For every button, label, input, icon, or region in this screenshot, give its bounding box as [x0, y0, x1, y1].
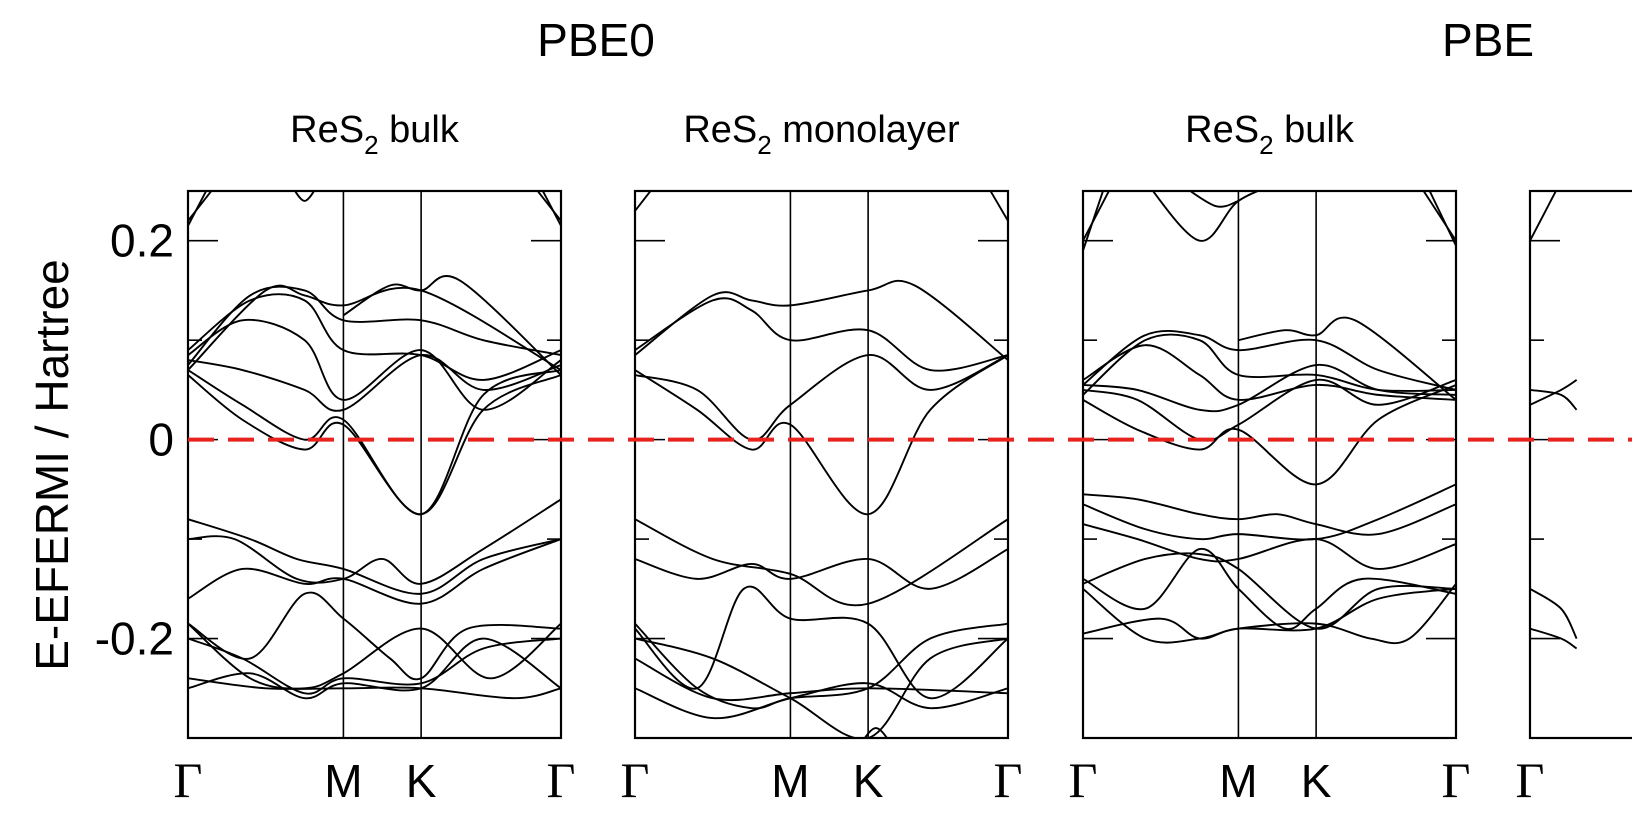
- band-panel-1: 0.2 0 -0.2 Γ M K Γ ReS2 bulk: [95, 109, 576, 808]
- x-tick-label: Γ: [547, 752, 576, 808]
- band-line-9: [1083, 378, 1456, 442]
- band-line-12: [1083, 333, 1456, 396]
- band-line-4: [635, 657, 1008, 702]
- panel-frame: [186, 189, 563, 740]
- y-tick-label: 0: [148, 414, 174, 466]
- band-line-13: [635, 191, 652, 212]
- x-tick-label: Γ: [1516, 752, 1545, 808]
- band-line-8: [188, 518, 561, 595]
- band-line-16: [342, 275, 561, 376]
- x-tick-label: Γ: [1442, 752, 1471, 808]
- band-line-4: [1083, 552, 1456, 630]
- bands: [188, 191, 561, 700]
- band-line-11: [188, 354, 561, 412]
- band-line-4: [1530, 588, 1578, 639]
- band-line-10: [188, 369, 561, 516]
- band-line-20: [1422, 191, 1456, 242]
- x-tick-label: Γ: [994, 752, 1023, 808]
- band-line-5: [1530, 191, 1557, 242]
- x-tick-label: M: [324, 755, 362, 807]
- panel-title: ReS2 bulk: [290, 109, 460, 160]
- x-tick-label: Γ: [1069, 752, 1098, 808]
- x-tick-label: M: [1219, 755, 1257, 807]
- bands: [1530, 191, 1578, 650]
- band-line-17: [1151, 191, 1261, 242]
- panel-title: ReS2 bulk: [1185, 109, 1355, 160]
- band-line-13: [188, 293, 561, 381]
- y-tick-label: -0.2: [95, 613, 174, 665]
- bands: [1083, 191, 1456, 645]
- x-tick-label: Γ: [174, 752, 203, 808]
- band-line-20: [541, 191, 561, 227]
- band-line-1: [188, 637, 561, 700]
- band-line-12: [188, 318, 561, 411]
- panel-frame: [633, 189, 1010, 740]
- x-tick-label: K: [1301, 755, 1332, 807]
- band-line-7: [1083, 523, 1456, 570]
- band-line-6: [1083, 493, 1456, 536]
- band-line-3: [1530, 627, 1578, 650]
- band-line-5: [188, 591, 561, 681]
- band-line-13: [1083, 329, 1456, 391]
- band-line-3: [635, 637, 1008, 738]
- y-tick-label: 0.2: [110, 215, 174, 267]
- band-line-1: [635, 682, 1008, 720]
- x-tick-label: K: [853, 755, 884, 807]
- band-line-10: [635, 354, 1008, 441]
- band-line-18: [188, 191, 208, 227]
- x-tick-label: Γ: [621, 752, 650, 808]
- band-line-11: [635, 297, 1008, 372]
- group-title-pbe0: PBE0: [537, 14, 655, 66]
- x-tick-label: M: [771, 755, 809, 807]
- band-line-15: [1083, 191, 1110, 242]
- band-line-16: [1083, 191, 1104, 251]
- panel-frame: [1528, 189, 1632, 740]
- band-line-6: [863, 727, 889, 738]
- band-line-4: [188, 677, 561, 700]
- band-line-9: [188, 374, 561, 516]
- band-line-14: [989, 191, 1008, 222]
- band-line-15: [188, 284, 561, 371]
- band-line-1: [1530, 379, 1578, 406]
- band-line-17: [188, 191, 213, 222]
- band-line-6: [188, 538, 561, 605]
- band-line-3: [188, 622, 561, 690]
- band-line-19: [293, 191, 316, 202]
- band-line-2: [1530, 388, 1578, 411]
- band-line-2: [1083, 583, 1456, 645]
- band-line-3: [1083, 548, 1456, 630]
- band-line-11: [1083, 344, 1456, 401]
- y-axis-label: E-EFERMI / Hartree: [26, 259, 78, 671]
- group-title-pbe: PBE: [1442, 14, 1534, 66]
- x-tick-label: K: [406, 755, 437, 807]
- band-panel-4: ΓR: [1516, 189, 1632, 808]
- panel-title: ReS2 monolayer: [683, 109, 960, 160]
- band-panel-2: Γ M K Γ ReS2 monolayer: [621, 109, 1023, 808]
- band-line-14: [1238, 316, 1456, 401]
- bands: [635, 191, 1008, 738]
- panel-frame: [1081, 189, 1458, 740]
- band-line-18: [1188, 191, 1239, 208]
- band-line-8: [635, 518, 1008, 607]
- band-line-5: [1083, 483, 1456, 541]
- band-panel-3: Γ M K Γ ReS2 bulk: [1069, 109, 1471, 808]
- band-line-21: [536, 191, 561, 222]
- band-line-5: [635, 585, 1008, 700]
- band-line-7: [635, 548, 1008, 590]
- band-line-12: [635, 279, 1008, 361]
- band-line-19: [1428, 191, 1456, 247]
- band-line-7: [188, 498, 561, 585]
- band-line-9: [635, 354, 1008, 516]
- band-line-2: [635, 622, 1008, 710]
- band-line-14: [188, 285, 561, 366]
